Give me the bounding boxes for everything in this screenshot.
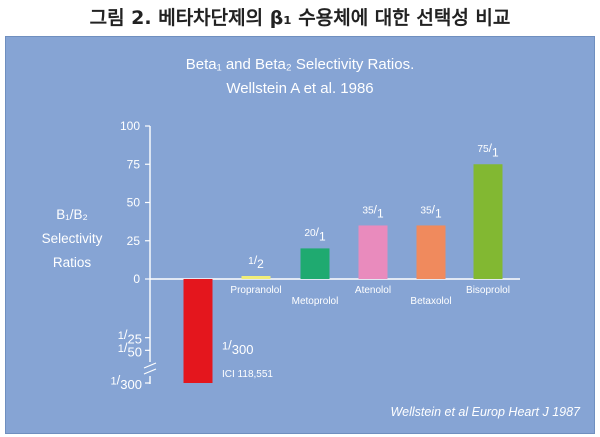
bar-betaxolol bbox=[416, 225, 446, 279]
y-tick-label: 100 bbox=[120, 119, 140, 133]
bar-ratio-label: 35/1 bbox=[420, 202, 442, 220]
bar-atenolol bbox=[358, 225, 388, 279]
bar-ici-118-551 bbox=[183, 279, 213, 383]
y-tick-label: 75 bbox=[127, 157, 141, 171]
bar-bisoprolol bbox=[473, 164, 503, 279]
chart-subtitle: Wellstein A et al. 1986 bbox=[226, 80, 373, 97]
y-tick-label: 1/300 bbox=[111, 372, 142, 392]
bars bbox=[183, 164, 503, 383]
y-axis-label-line: B₁/B₂ bbox=[56, 207, 88, 222]
y-axis-label-line: Selectivity bbox=[42, 231, 103, 246]
y-tick-label: 50 bbox=[127, 196, 141, 210]
bar-ratio-label: 35/1 bbox=[362, 202, 384, 220]
y-tick-label: 1/50 bbox=[118, 340, 142, 360]
y-axis-label-line: Ratios bbox=[53, 255, 92, 270]
bar-name-label: ICI 118,551 bbox=[222, 369, 273, 380]
bar-name-label: Atenolol bbox=[355, 285, 391, 296]
bar-name-label: Betaxolol bbox=[410, 296, 451, 307]
bar-name-label: Metoprolol bbox=[292, 296, 339, 307]
y-tick-label: 0 bbox=[133, 272, 140, 286]
bar-name-label: Bisoprolol bbox=[466, 285, 510, 296]
y-tick-label: 25 bbox=[127, 234, 141, 248]
bar-ratio-label: 20/1 bbox=[304, 225, 326, 243]
y-axis-label: B₁/B₂ Selectivity Ratios bbox=[42, 207, 103, 270]
y-tick-label: 1/25 bbox=[118, 327, 142, 347]
bar-ratio-label: 75/1 bbox=[477, 141, 499, 159]
bar-metoprolol bbox=[300, 248, 330, 279]
source-note: Wellstein et al Europ Heart J 1987 bbox=[391, 405, 582, 419]
chart-title: Beta₁ and Beta₂ Selectivity Ratios. bbox=[186, 56, 415, 73]
bar-ratio-label: 1/300 bbox=[222, 337, 253, 357]
bar-name-label: Propranolol bbox=[230, 285, 281, 296]
bar-propranolol bbox=[241, 276, 271, 279]
bar-labels: 1/300 ICI 118,551 1/2 Propranolol 20/1 Metopr… bbox=[222, 141, 510, 380]
axis-break-mark bbox=[143, 362, 157, 375]
figure-caption: 그림 2. 베타차단제의 β₁ 수용체에 대한 선택성 비교 bbox=[89, 7, 511, 29]
bar-ratio-label: 1/2 bbox=[248, 253, 264, 271]
